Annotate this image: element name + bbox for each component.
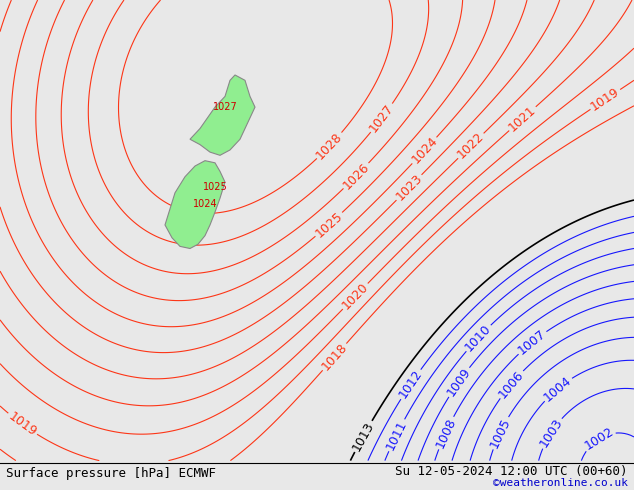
Text: ©weatheronline.co.uk: ©weatheronline.co.uk	[493, 478, 628, 488]
Text: 1019: 1019	[6, 410, 39, 439]
Text: 1024: 1024	[193, 198, 217, 209]
Text: 1025: 1025	[203, 182, 228, 193]
Text: 1020: 1020	[340, 280, 371, 312]
Text: 1019: 1019	[588, 85, 622, 114]
Text: 1027: 1027	[212, 102, 237, 112]
Text: 1008: 1008	[433, 416, 458, 450]
Text: 1024: 1024	[409, 134, 440, 167]
Text: Surface pressure [hPa] ECMWF: Surface pressure [hPa] ECMWF	[6, 467, 216, 480]
Text: Su 12-05-2024 12:00 UTC (00+60): Su 12-05-2024 12:00 UTC (00+60)	[395, 465, 628, 478]
Text: 1023: 1023	[393, 172, 425, 203]
Text: 1002: 1002	[582, 425, 616, 453]
Text: 1011: 1011	[384, 418, 409, 452]
Polygon shape	[165, 161, 225, 248]
Text: 1025: 1025	[313, 209, 345, 240]
Text: 1004: 1004	[541, 374, 574, 404]
Text: 1010: 1010	[463, 322, 494, 354]
Polygon shape	[190, 75, 255, 155]
Text: 1021: 1021	[507, 103, 539, 134]
Text: 1018: 1018	[319, 341, 350, 373]
Text: 1003: 1003	[537, 416, 565, 450]
Text: 1026: 1026	[340, 160, 372, 192]
Text: 1006: 1006	[496, 368, 526, 400]
Text: 1027: 1027	[367, 101, 397, 135]
Text: 1028: 1028	[314, 130, 345, 162]
Text: 1009: 1009	[444, 366, 473, 399]
Text: 1007: 1007	[515, 327, 548, 357]
Text: 1022: 1022	[455, 130, 487, 162]
Text: 1005: 1005	[488, 416, 513, 450]
Text: 1012: 1012	[396, 368, 425, 401]
Text: 1013: 1013	[350, 419, 377, 453]
